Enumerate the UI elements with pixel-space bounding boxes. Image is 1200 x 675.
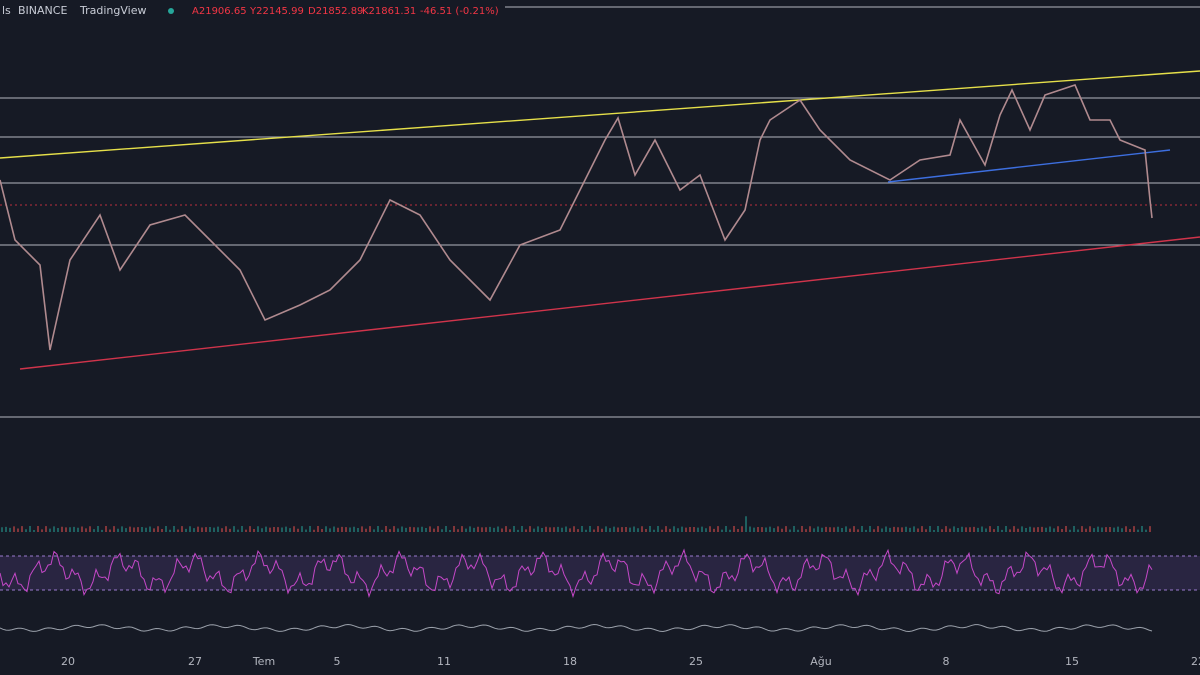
x-tick-label: 5 xyxy=(334,655,341,668)
horizontal-levels xyxy=(0,6,1200,418)
low: D21852.89 xyxy=(308,6,363,17)
x-tick-label: 8 xyxy=(943,655,950,668)
volume xyxy=(1,516,1151,532)
x-axis: 20 27 Tem 5 11 18 25 Ağu 8 15 22 xyxy=(61,655,1200,668)
x-tick-label: 11 xyxy=(437,655,451,668)
high: Y22145.99 xyxy=(249,6,304,17)
x-tick-label: 27 xyxy=(188,655,202,668)
x-tick-label: Tem xyxy=(252,655,275,668)
macd-line xyxy=(0,623,1153,633)
symbol: ls xyxy=(2,4,11,17)
x-tick-label: 20 xyxy=(61,655,75,668)
change: -46.51 (-0.21%) xyxy=(420,6,499,17)
lower-trendline xyxy=(19,236,1200,370)
exchange: BINANCE xyxy=(18,4,67,17)
x-tick-label: 18 xyxy=(563,655,577,668)
x-tick-label: 22 xyxy=(1191,655,1200,668)
upper-trendline xyxy=(0,70,1200,159)
price-path xyxy=(0,84,1153,351)
support-trendline xyxy=(887,149,1171,183)
x-tick-label: 25 xyxy=(689,655,703,668)
x-tick-label: 15 xyxy=(1065,655,1079,668)
status-dot xyxy=(168,8,174,14)
rsi-line xyxy=(0,548,1153,599)
open: A21906.65 xyxy=(192,6,247,17)
x-tick-label: Ağu xyxy=(810,655,831,668)
source: TradingView xyxy=(79,4,146,17)
close: K21861.31 xyxy=(362,6,416,17)
